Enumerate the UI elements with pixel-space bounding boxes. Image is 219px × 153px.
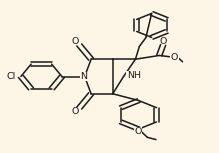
Text: NH: NH xyxy=(127,71,141,80)
Text: O: O xyxy=(160,37,167,46)
Text: N: N xyxy=(80,72,87,81)
Text: O: O xyxy=(72,37,79,46)
Text: O: O xyxy=(134,127,142,136)
Text: O: O xyxy=(171,53,178,62)
Text: Cl: Cl xyxy=(6,72,16,81)
Text: O: O xyxy=(72,107,79,116)
